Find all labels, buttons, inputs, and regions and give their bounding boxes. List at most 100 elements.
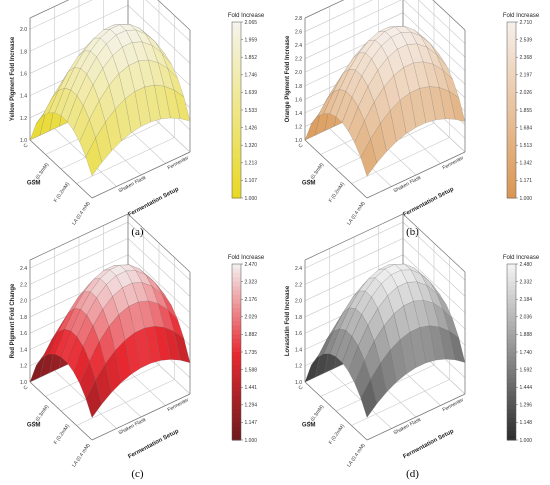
colorbar-segment bbox=[232, 360, 241, 366]
surface-facet bbox=[360, 138, 377, 177]
colorbar-segment bbox=[507, 66, 516, 71]
z-tick-label: 2.2 bbox=[20, 282, 27, 288]
colorbar-segment bbox=[507, 404, 516, 410]
z-axis-label: Yellow Pigment Fold Increase bbox=[10, 36, 16, 121]
colorbar-segment bbox=[507, 356, 516, 362]
colorbar-segment bbox=[507, 303, 516, 309]
surface-facet bbox=[360, 378, 377, 418]
chart-panel-d: 1.0 1.2 1.4 1.6 1.8 2.0 2.2 2.4 Lovastatin Fold … bbox=[275, 213, 550, 484]
colorbar-segment bbox=[507, 290, 516, 296]
x-tick-label: LA (0.4 mM) bbox=[71, 442, 92, 468]
colorbar-tick-label: 1.213 bbox=[245, 161, 258, 167]
colorbar-segment bbox=[507, 308, 516, 313]
colorbar-segment bbox=[507, 52, 516, 58]
x-tick-label: C bbox=[23, 142, 30, 149]
colorbar-segment bbox=[507, 321, 516, 327]
box-edge bbox=[402, 213, 466, 273]
z-tick-label: 1.8 bbox=[20, 49, 27, 55]
x-axis-label: GSM bbox=[27, 422, 41, 428]
colorbar-segment bbox=[232, 290, 241, 296]
colorbar-segment bbox=[232, 26, 241, 32]
colorbar-tick-label: 1.746 bbox=[245, 73, 258, 79]
colorbar-tick-label: 2.026 bbox=[520, 90, 533, 96]
colorbar-segment bbox=[232, 162, 241, 168]
colorbar-segment bbox=[507, 294, 516, 300]
box-edge bbox=[29, 0, 70, 19]
z-tick-label: 1.6 bbox=[20, 331, 27, 337]
box-edge bbox=[29, 139, 93, 199]
colorbar-tick-label: 2.470 bbox=[245, 262, 258, 268]
colorbar-segment bbox=[507, 110, 516, 115]
x-axis-label: GSM bbox=[27, 180, 41, 186]
colorbar-segment bbox=[507, 118, 516, 124]
colorbar-segment bbox=[232, 35, 241, 41]
colorbar-segment bbox=[507, 162, 516, 168]
colorbar-segment bbox=[232, 44, 241, 49]
colorbar-segment bbox=[232, 66, 241, 71]
colorbar-segment bbox=[232, 369, 241, 375]
colorbar-segment bbox=[507, 140, 516, 146]
surface-facet bbox=[115, 339, 132, 383]
colorbar-tick-label: 1.148 bbox=[520, 420, 533, 426]
z-tick-label: 2.4 bbox=[20, 266, 27, 272]
colorbar-segment bbox=[507, 352, 516, 357]
surface-facet bbox=[154, 84, 171, 120]
colorbar-segment bbox=[507, 338, 516, 344]
colorbar-segment bbox=[507, 61, 516, 67]
box-edge bbox=[304, 213, 404, 261]
z-tick-label: 1.2 bbox=[295, 364, 302, 370]
y-axis-label: Fermentation Setup bbox=[127, 428, 180, 460]
colorbar-segment bbox=[232, 180, 241, 186]
colorbar-segment bbox=[232, 123, 241, 129]
colorbar-tick-label: 2.323 bbox=[245, 279, 258, 285]
colorbar-segment bbox=[507, 382, 516, 388]
colorbar-segment bbox=[232, 52, 241, 58]
colorbar-segment bbox=[232, 101, 241, 107]
colorbar-tick-label: 2.184 bbox=[520, 297, 533, 303]
colorbar-segment bbox=[507, 70, 516, 76]
box-edge bbox=[304, 139, 368, 199]
colorbar-tick-label: 2.065 bbox=[245, 20, 258, 26]
colorbar-segment bbox=[232, 48, 241, 54]
surface-facet bbox=[95, 363, 112, 405]
surface-facet bbox=[429, 86, 446, 121]
x-tick-label: F (0.2mM) bbox=[53, 423, 71, 446]
colorbar-segment bbox=[232, 171, 241, 177]
colorbar-segment bbox=[507, 127, 516, 133]
surface-mesh bbox=[29, 264, 191, 419]
wall-gridline bbox=[304, 0, 466, 44]
colorbar-segment bbox=[232, 167, 241, 173]
z-axis-label: Orange Pigment Fold Increase bbox=[285, 35, 291, 122]
colorbar-segment bbox=[507, 57, 516, 63]
surface-facet bbox=[173, 89, 191, 122]
colorbar-segment bbox=[507, 409, 516, 415]
colorbar-segment bbox=[232, 176, 241, 181]
box-edge bbox=[366, 393, 466, 441]
colorbar-segment bbox=[507, 101, 516, 107]
chart-panel-b: 1.0 1.2 1.4 1.6 1.8 2.0 2.2 2.4 2.6 2.8 Orange Pig… bbox=[275, 0, 550, 242]
chart-panel-a: 1.0 1.2 1.4 1.6 1.8 2.0 Yellow Pigment Fold In… bbox=[0, 0, 275, 242]
floor-gridline bbox=[329, 370, 392, 429]
colorbar-segment bbox=[507, 184, 516, 190]
surface-facet bbox=[95, 121, 112, 163]
colorbar-segment bbox=[507, 44, 516, 49]
colorbar-segment bbox=[232, 356, 241, 362]
colorbar-segment bbox=[232, 330, 241, 335]
colorbar-segment bbox=[232, 149, 241, 155]
surface-facet bbox=[115, 98, 132, 142]
colorbar-segment bbox=[507, 79, 516, 85]
colorbar-segment bbox=[232, 39, 241, 45]
colorbar-segment bbox=[507, 39, 516, 45]
surface-plot-b: 1.0 1.2 1.4 1.6 1.8 2.0 2.2 2.4 2.6 2.8 Orange Pig… bbox=[285, 0, 540, 226]
z-tick-label: 2.0 bbox=[295, 299, 302, 305]
panel-caption-c: (c) bbox=[131, 468, 144, 480]
z-tick-label: 2.4 bbox=[295, 266, 302, 272]
colorbar-segment bbox=[507, 123, 516, 129]
z-tick-label: 2.4 bbox=[295, 43, 302, 49]
surface-plot-a: 1.0 1.2 1.4 1.6 1.8 2.0 Yellow Pigment Fold In… bbox=[10, 0, 265, 226]
surface-facet bbox=[429, 325, 446, 361]
colorbar-segment bbox=[232, 118, 241, 124]
x-tick-label: F (0.2mM) bbox=[328, 181, 346, 204]
z-tick-label: 2.0 bbox=[20, 27, 27, 33]
